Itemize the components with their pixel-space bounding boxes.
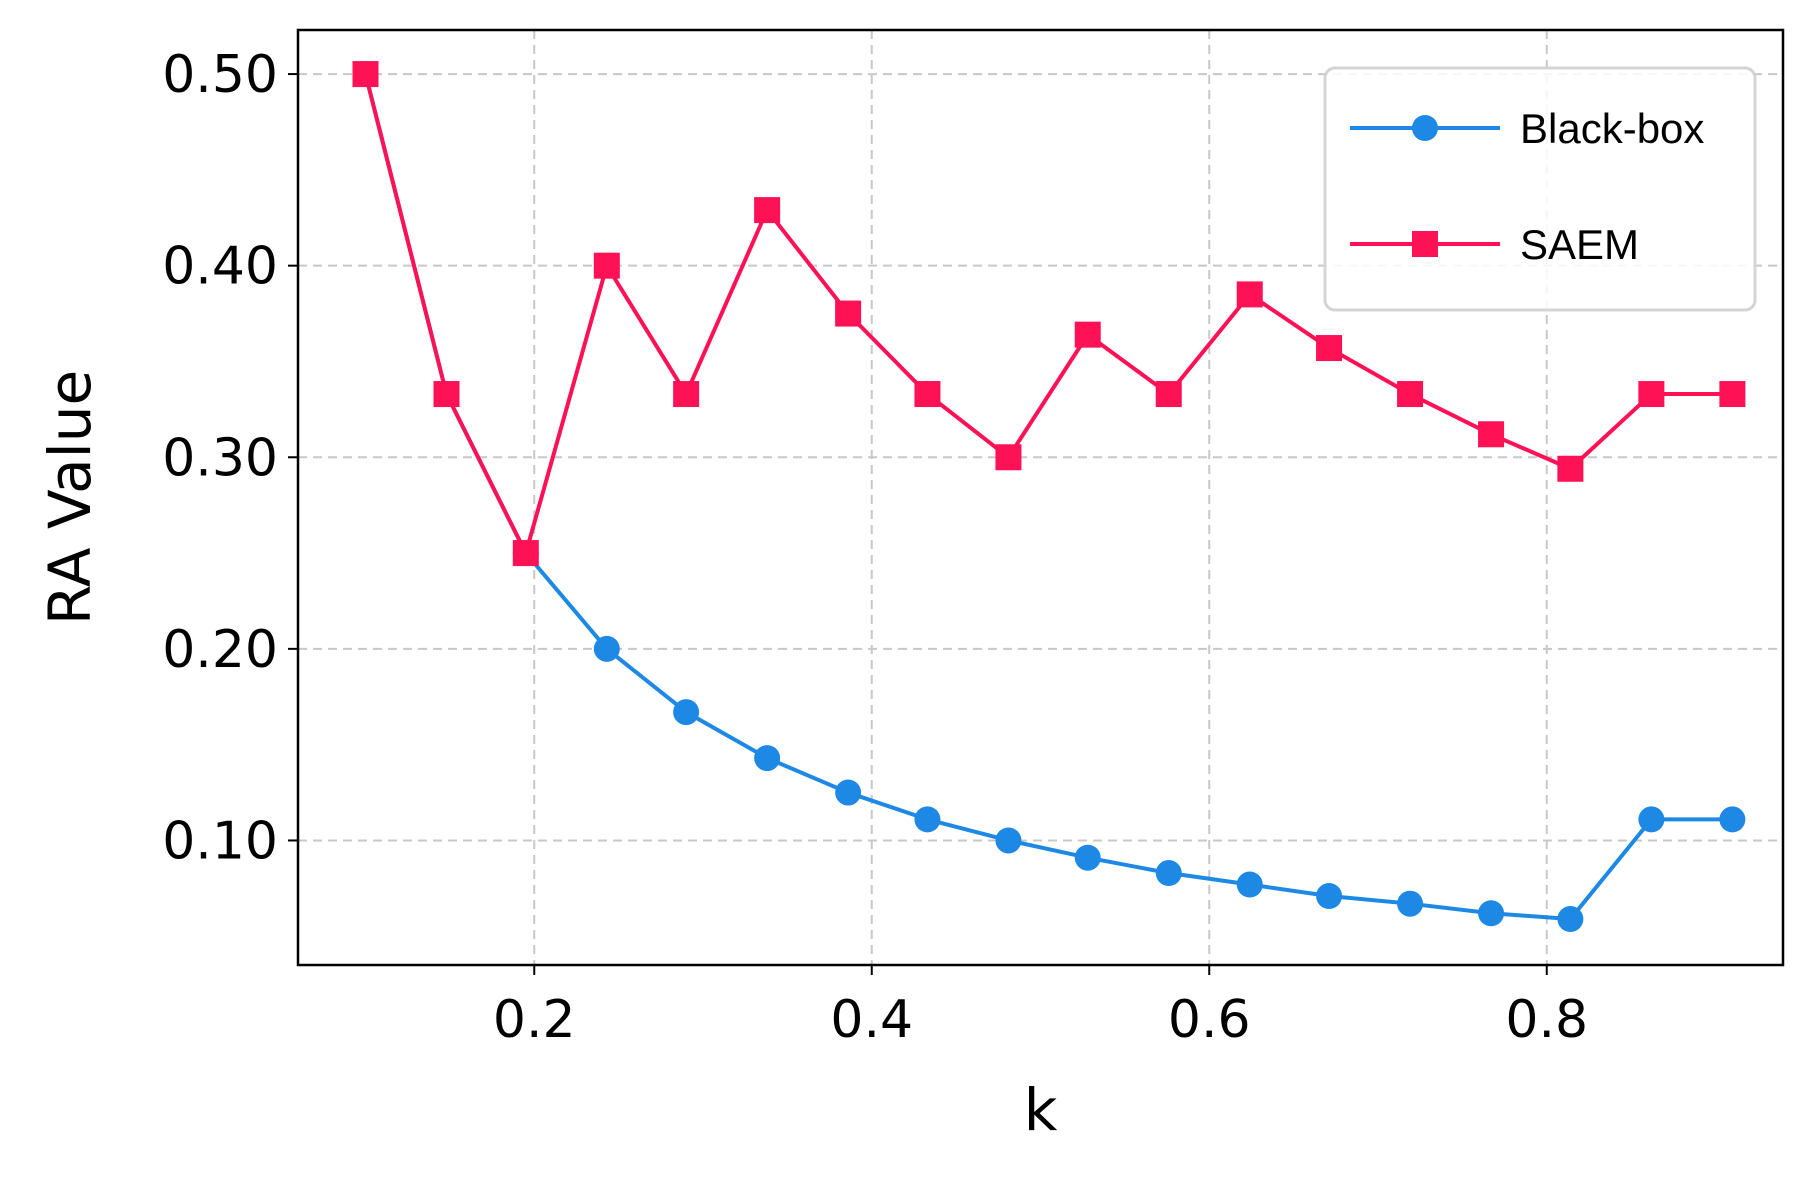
data-point — [1074, 321, 1101, 348]
data-point — [512, 540, 539, 567]
y-tick-label: 0.50 — [162, 45, 278, 105]
data-point — [835, 300, 862, 327]
y-tick-label: 0.40 — [162, 237, 278, 297]
data-point — [1155, 381, 1182, 408]
y-tick-label: 0.20 — [162, 620, 278, 680]
series-lines — [352, 61, 1746, 933]
data-point — [914, 381, 941, 408]
data-point — [1557, 906, 1584, 933]
series-line-black-box — [363, 73, 1733, 922]
data-point — [1719, 806, 1746, 833]
data-point — [995, 444, 1022, 471]
series-line-saem — [363, 73, 1733, 556]
legend-label: Black-box — [1520, 105, 1704, 152]
legend-entry-black-box: Black-box — [1350, 105, 1704, 152]
data-point — [1397, 890, 1424, 917]
data-point — [754, 197, 781, 224]
data-point — [433, 381, 460, 408]
data-point — [1638, 381, 1665, 408]
legend-label: SAEM — [1520, 221, 1639, 268]
legend-marker — [1412, 115, 1438, 141]
data-point — [1316, 335, 1343, 362]
x-tick-label: 0.4 — [830, 990, 913, 1050]
y-tick-label: 0.10 — [162, 811, 278, 871]
data-point — [673, 381, 700, 408]
x-tick-label: 0.2 — [493, 990, 576, 1050]
data-point — [1638, 806, 1665, 833]
data-point — [754, 745, 781, 772]
data-point — [1236, 281, 1263, 308]
data-point — [593, 252, 620, 279]
x-axis-label: k — [1024, 1076, 1058, 1144]
data-point — [1397, 381, 1424, 408]
x-axis-ticks: 0.2 0.4 0.6 0.8 — [493, 965, 1588, 1050]
x-tick-label: 0.8 — [1505, 990, 1588, 1050]
data-point — [1074, 844, 1101, 871]
data-point — [1478, 900, 1505, 927]
data-point — [995, 827, 1022, 854]
y-axis-label: RA Value — [36, 370, 104, 625]
legend: Black-box SAEM — [1323, 66, 1757, 312]
data-point — [835, 779, 862, 806]
y-tick-label: 0.30 — [162, 428, 278, 488]
legend-marker — [1412, 231, 1438, 257]
y-axis-ticks: 0.10 0.20 0.30 0.40 0.50 — [162, 45, 298, 871]
data-point — [673, 699, 700, 726]
data-point — [1316, 883, 1343, 910]
series-black-box — [352, 61, 1746, 933]
data-point — [914, 806, 941, 833]
data-point — [1557, 455, 1584, 482]
series-saem — [352, 61, 1746, 567]
data-point — [352, 61, 379, 88]
data-point — [593, 635, 620, 662]
legend-entry-saem: SAEM — [1350, 221, 1639, 268]
plot-frame — [296, 28, 1785, 967]
data-point — [1155, 860, 1182, 887]
data-point — [1478, 421, 1505, 448]
data-point — [1236, 871, 1263, 898]
data-point — [1719, 381, 1746, 408]
x-tick-label: 0.6 — [1168, 990, 1251, 1050]
